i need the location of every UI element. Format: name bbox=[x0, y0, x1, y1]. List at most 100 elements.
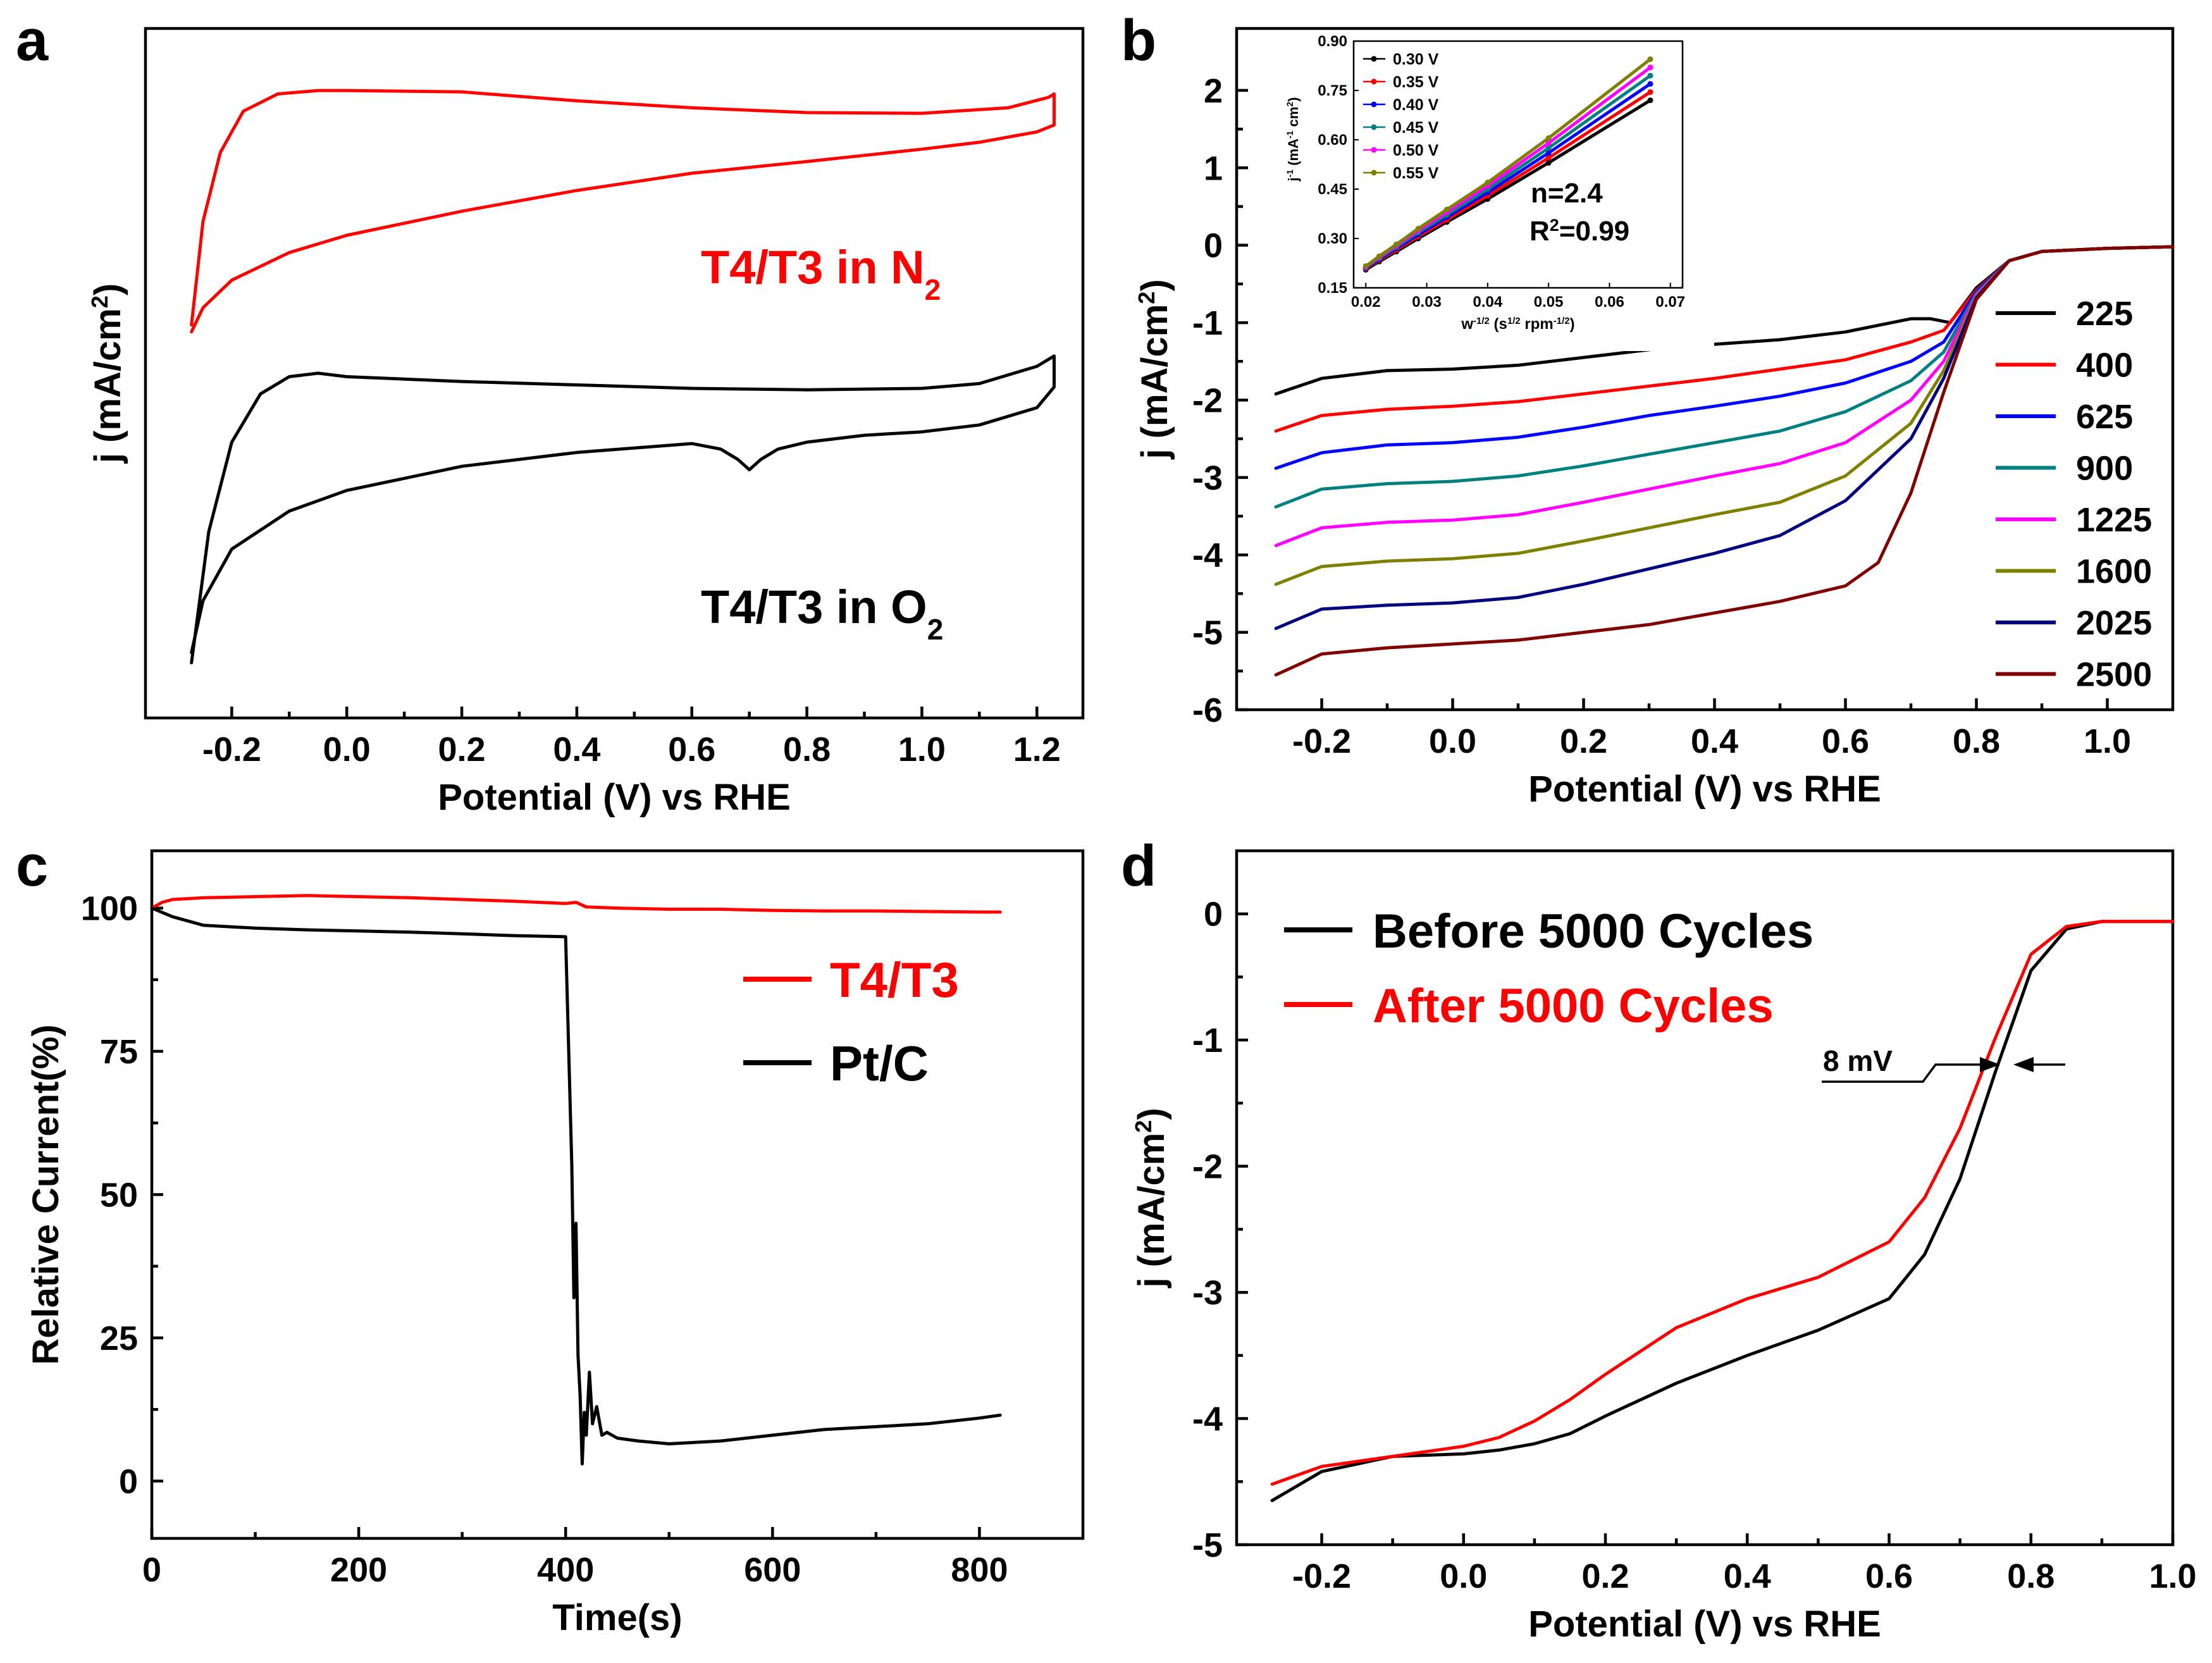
y-tick-label: 100 bbox=[81, 890, 138, 928]
legend-label: Before 5000 Cycles bbox=[1373, 905, 1813, 958]
legend-label: 2025 bbox=[2076, 604, 2152, 642]
y-tick-label: 1 bbox=[1204, 149, 1223, 187]
x-axis-label: Time(s) bbox=[552, 1597, 682, 1638]
inset-legend-label: 0.35 V bbox=[1393, 73, 1439, 91]
panel-b: -0.2 0.0 0.2 0.4 0.6 0.8 1.0 -6 -5 -4 -3 -2 -1 0 1 2 Pot… bbox=[1134, 27, 2175, 810]
inset-x-tick-label: 0.07 bbox=[1655, 294, 1685, 311]
y-tick-label: -4 bbox=[1192, 1400, 1223, 1438]
series-line bbox=[190, 89, 1056, 334]
inset-point bbox=[1647, 73, 1653, 79]
series-line bbox=[1270, 920, 2175, 1486]
panel-a: -0.2 0.0 0.2 0.4 0.6 0.8 1.0 1.2 Potential (V) v… bbox=[87, 27, 1085, 818]
y-tick-label: -2 bbox=[1192, 381, 1223, 419]
x-tick-label: 0.0 bbox=[323, 731, 371, 769]
panel-d: -0.2 0.0 0.2 0.4 0.6 0.8 1.0 -5 -4 -3 -2 -1 0 Potenti… bbox=[1130, 849, 2197, 1645]
inset-x-tick-label: 0.05 bbox=[1534, 294, 1564, 311]
panel-letter: c bbox=[16, 834, 48, 898]
y-axis-label: Relative Current(%) bbox=[25, 1024, 66, 1364]
inset-annotation-r2: R2=0.99 bbox=[1529, 216, 1629, 247]
annotation-8mv: 8 mV bbox=[1822, 1044, 2065, 1083]
inset-legend-marker bbox=[1371, 101, 1377, 108]
inset-y-label: j-1 (mA-1 cm2) bbox=[1285, 97, 1301, 182]
y-tick-label: 0 bbox=[1204, 227, 1223, 265]
inset-x-tick-label: 0.02 bbox=[1351, 294, 1381, 311]
series-line bbox=[1274, 245, 2175, 677]
x-tick-label: 1.0 bbox=[898, 731, 946, 769]
series-line bbox=[150, 906, 1002, 1466]
x-tick-label: 0.4 bbox=[553, 731, 600, 769]
y-tick-label: -1 bbox=[1192, 1022, 1223, 1060]
legend-label: 400 bbox=[2076, 347, 2133, 385]
inset-y-tick-label: 0.30 bbox=[1318, 230, 1347, 247]
inset-legend-label: 0.40 V bbox=[1393, 96, 1439, 114]
legend-label: 1225 bbox=[2076, 501, 2152, 539]
panel-letter: a bbox=[16, 8, 49, 73]
inset-legend-label: 0.45 V bbox=[1393, 119, 1439, 137]
x-tick-label: 0.6 bbox=[668, 731, 715, 769]
x-tick-label: 0.8 bbox=[2007, 1557, 2054, 1595]
inset-point bbox=[1545, 145, 1552, 151]
inset-point bbox=[1545, 150, 1552, 156]
inset-point bbox=[1362, 263, 1369, 269]
plot-frame bbox=[1235, 27, 2175, 712]
y-tick-label: 0 bbox=[1204, 896, 1223, 934]
inset-point bbox=[1443, 206, 1450, 213]
inset-y-tick-label: 0.45 bbox=[1318, 181, 1347, 198]
legend-label: Pt/C bbox=[830, 1036, 929, 1091]
inset-point bbox=[1415, 225, 1421, 232]
inset-point bbox=[1545, 155, 1552, 161]
inset-annotation-n: n=2.4 bbox=[1531, 178, 1603, 209]
inset-legend-label: 0.55 V bbox=[1393, 164, 1439, 182]
inset-y-tick-label: 0.75 bbox=[1318, 82, 1347, 99]
inset: 0.02 0.03 0.04 0.05 0.06 0.07 0.15 0.30 0.45 0.60… bbox=[1249, 33, 1714, 351]
x-tick-label: 0.0 bbox=[1440, 1557, 1487, 1595]
x-tick-label: 0 bbox=[142, 1551, 161, 1589]
y-tick-label: -4 bbox=[1192, 536, 1223, 574]
x-tick-label: 0.8 bbox=[1953, 722, 2000, 760]
x-tick-label: 0.4 bbox=[1724, 1557, 1771, 1595]
annotation-leader bbox=[1822, 1063, 1983, 1083]
legend: Before 5000 Cycles After 5000 Cycles bbox=[1284, 905, 1813, 1033]
x-tick-label: 200 bbox=[330, 1551, 387, 1589]
inset-point bbox=[1647, 89, 1653, 96]
y-tick-label: -1 bbox=[1192, 304, 1223, 342]
arrow-head-left bbox=[2013, 1057, 2034, 1072]
x-tick-label: -0.2 bbox=[1292, 722, 1351, 760]
x-tick-label: -0.2 bbox=[202, 731, 261, 769]
x-tick-label: 0.6 bbox=[1822, 722, 1869, 760]
inset-point bbox=[1485, 180, 1491, 186]
x-tick-label: 1.0 bbox=[2084, 722, 2131, 760]
legend-label: 1600 bbox=[2076, 553, 2152, 591]
x-tick-label: 0.6 bbox=[1865, 1557, 1913, 1595]
inset-x-tick-label: 0.03 bbox=[1412, 294, 1442, 311]
y-tick-label: -6 bbox=[1192, 691, 1223, 729]
inset-legend-marker bbox=[1371, 170, 1377, 176]
y-tick-label: -5 bbox=[1192, 1526, 1223, 1564]
y-axis-label: j (mA/cm2) bbox=[1130, 1108, 1173, 1288]
inset-legend-marker bbox=[1371, 147, 1377, 153]
legend: T4/T3 Pt/C bbox=[743, 952, 959, 1091]
annotation-label: 8 mV bbox=[1823, 1044, 1893, 1077]
inset-point bbox=[1393, 241, 1399, 247]
x-tick-label: 0.2 bbox=[438, 731, 486, 769]
x-tick-label: 600 bbox=[744, 1551, 801, 1589]
y-tick-label: -3 bbox=[1192, 459, 1223, 497]
legend-label: 2500 bbox=[2076, 656, 2152, 694]
inset-point bbox=[1647, 65, 1653, 71]
y-tick-label: -2 bbox=[1192, 1148, 1223, 1186]
x-axis-label: Potential (V) vs RHE bbox=[1528, 769, 1881, 810]
panel-c: 0 200 400 600 800 0 25 50 75 100 Time(s) Relative C… bbox=[25, 849, 1085, 1638]
x-tick-label: 0.8 bbox=[783, 731, 831, 769]
y-tick-label: -3 bbox=[1192, 1274, 1223, 1312]
inset-legend-label: 0.50 V bbox=[1393, 142, 1439, 159]
y-axis-label: j (mA/cm2) bbox=[87, 283, 129, 464]
y-tick-label: 25 bbox=[100, 1320, 138, 1357]
inset-series-line bbox=[1364, 58, 1652, 268]
inset-legend-label: 0.30 V bbox=[1393, 51, 1439, 68]
legend: 225 400 625 900 1225 1600 2025 2500 bbox=[1996, 295, 2152, 694]
x-tick-label: -0.2 bbox=[1292, 1557, 1351, 1595]
inset-point bbox=[1545, 159, 1552, 166]
inset-frame bbox=[1352, 40, 1684, 289]
inset-x-label: w-1/2 (s1/2 rpm-1/2) bbox=[1461, 316, 1574, 333]
